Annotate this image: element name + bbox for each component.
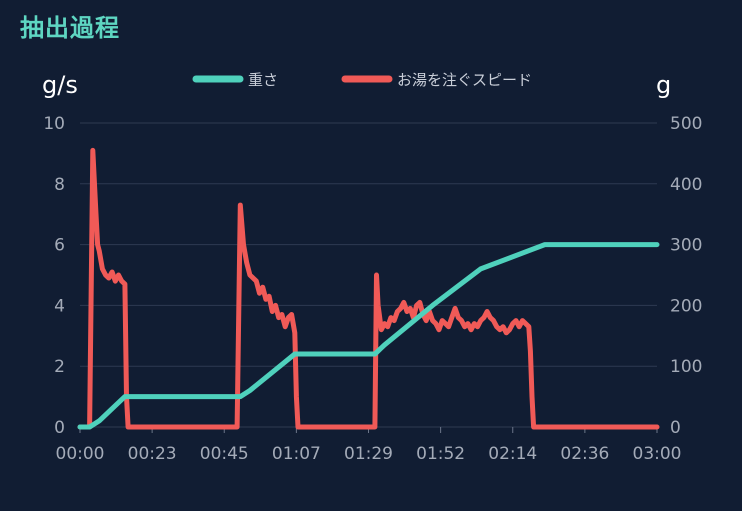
legend-label: お湯を注ぐスピード: [397, 71, 532, 89]
x-tick-label: 02:14: [488, 444, 537, 464]
x-tick-label: 01:52: [416, 444, 465, 464]
right-tick-label: 500: [670, 114, 702, 134]
right-tick-label: 300: [670, 236, 702, 256]
left-tick-label: 10: [43, 114, 65, 134]
left-axis-unit: g/s: [42, 71, 78, 99]
series-line: [77, 242, 660, 430]
axis-ticks: 0 0 2 100 4 200 6 300 8 400 10 500 00:00 00:23 00:45 01…: [43, 114, 702, 464]
right-tick-label: 0: [670, 418, 681, 438]
legend-label: 重さ: [248, 71, 278, 89]
right-tick-label: 200: [670, 296, 702, 316]
left-tick-label: 6: [54, 236, 65, 256]
x-tick-label: 00:45: [200, 444, 249, 464]
series-lines: [77, 147, 660, 430]
grid-lines: [80, 122, 657, 428]
right-tick-label: 400: [670, 175, 702, 195]
x-tick-label: 00:23: [128, 444, 177, 464]
right-axis-unit: g: [656, 71, 671, 99]
left-tick-label: 0: [54, 418, 65, 438]
x-tick-label: 03:00: [633, 444, 682, 464]
x-tick-label: 02:36: [560, 444, 609, 464]
right-tick-label: 100: [670, 357, 702, 377]
left-tick-label: 2: [54, 357, 65, 377]
left-tick-label: 4: [54, 296, 65, 316]
x-tick-label: 00:00: [56, 444, 105, 464]
page-title: 抽出過程: [20, 14, 120, 42]
series-line: [77, 147, 660, 430]
x-tick-label: 01:07: [272, 444, 321, 464]
left-tick-label: 8: [54, 175, 65, 195]
x-tick-label: 01:29: [344, 444, 393, 464]
legend: 重さ お湯を注ぐスピード: [192, 71, 532, 89]
